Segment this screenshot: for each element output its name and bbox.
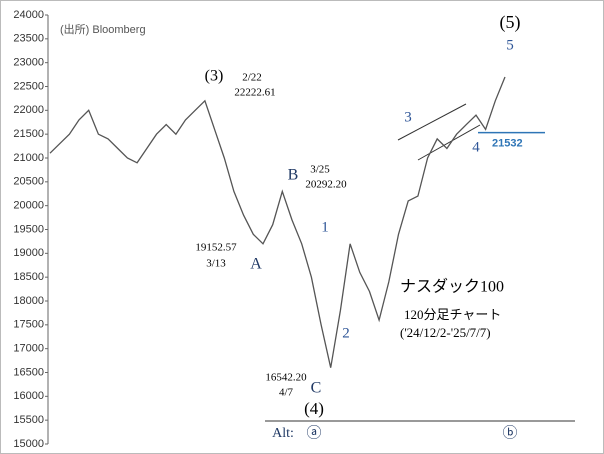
y-tick-label: 22500: [13, 80, 44, 92]
annotation: A: [250, 256, 262, 273]
y-tick-label: 15500: [13, 414, 44, 426]
y-tick-label: 24000: [13, 9, 44, 21]
annotation: 3/13: [206, 258, 226, 270]
y-tick-label: 21000: [13, 152, 44, 164]
annotation: B: [288, 167, 299, 184]
price-line: [49, 76, 506, 368]
annotation: 3: [404, 109, 412, 125]
y-tick-label: 18500: [13, 271, 44, 283]
y-tick-label: 16500: [13, 366, 44, 378]
y-tick-label: 16000: [13, 390, 44, 402]
y-tick-label: 15000: [13, 438, 44, 450]
y-tick-label: 19000: [13, 247, 44, 259]
level-label: 21532: [492, 138, 523, 150]
annotation: ⓑ: [502, 424, 517, 441]
y-tick-label: 17500: [13, 319, 44, 331]
annotation: 4/7: [279, 387, 294, 399]
annotation: (4): [304, 399, 324, 418]
y-tick-label: 19500: [13, 223, 44, 235]
annotation: C: [311, 380, 322, 397]
channel-line: [417, 124, 481, 161]
y-tick-label: 20000: [13, 200, 44, 212]
y-tick-label: 23000: [13, 57, 44, 69]
annotation: ナスダック100: [400, 278, 504, 296]
y-tick-label: 21500: [13, 128, 44, 140]
annotation: 120分足チャート: [404, 307, 501, 322]
annotation: 1: [321, 219, 329, 235]
annotation: 22222.61: [234, 87, 275, 99]
annotation: ('24/12/2-'25/7/7): [400, 325, 491, 340]
annotation: (3): [205, 68, 224, 85]
y-tick-label: 20500: [13, 176, 44, 188]
annotation: (出所) Bloomberg: [60, 22, 146, 36]
annotation: 16542.20: [265, 372, 307, 384]
y-tick-label: 23500: [13, 33, 44, 45]
y-tick-label: 18000: [13, 295, 44, 307]
annotation: 2/22: [242, 72, 262, 84]
annotation: 4: [472, 139, 480, 155]
annotation: ⓐ: [306, 424, 321, 441]
y-tick-label: 17000: [13, 343, 44, 355]
annotation: (5): [500, 12, 521, 33]
annotation: 20292.20: [305, 179, 347, 191]
annotation: 5: [506, 37, 514, 53]
annotation: 19152.57: [195, 242, 237, 254]
annotation: Alt:: [272, 426, 294, 441]
annotation: 3/25: [310, 164, 330, 176]
y-tick-label: 22000: [13, 104, 44, 116]
channel-line: [397, 103, 467, 141]
annotation: 2: [342, 325, 350, 341]
